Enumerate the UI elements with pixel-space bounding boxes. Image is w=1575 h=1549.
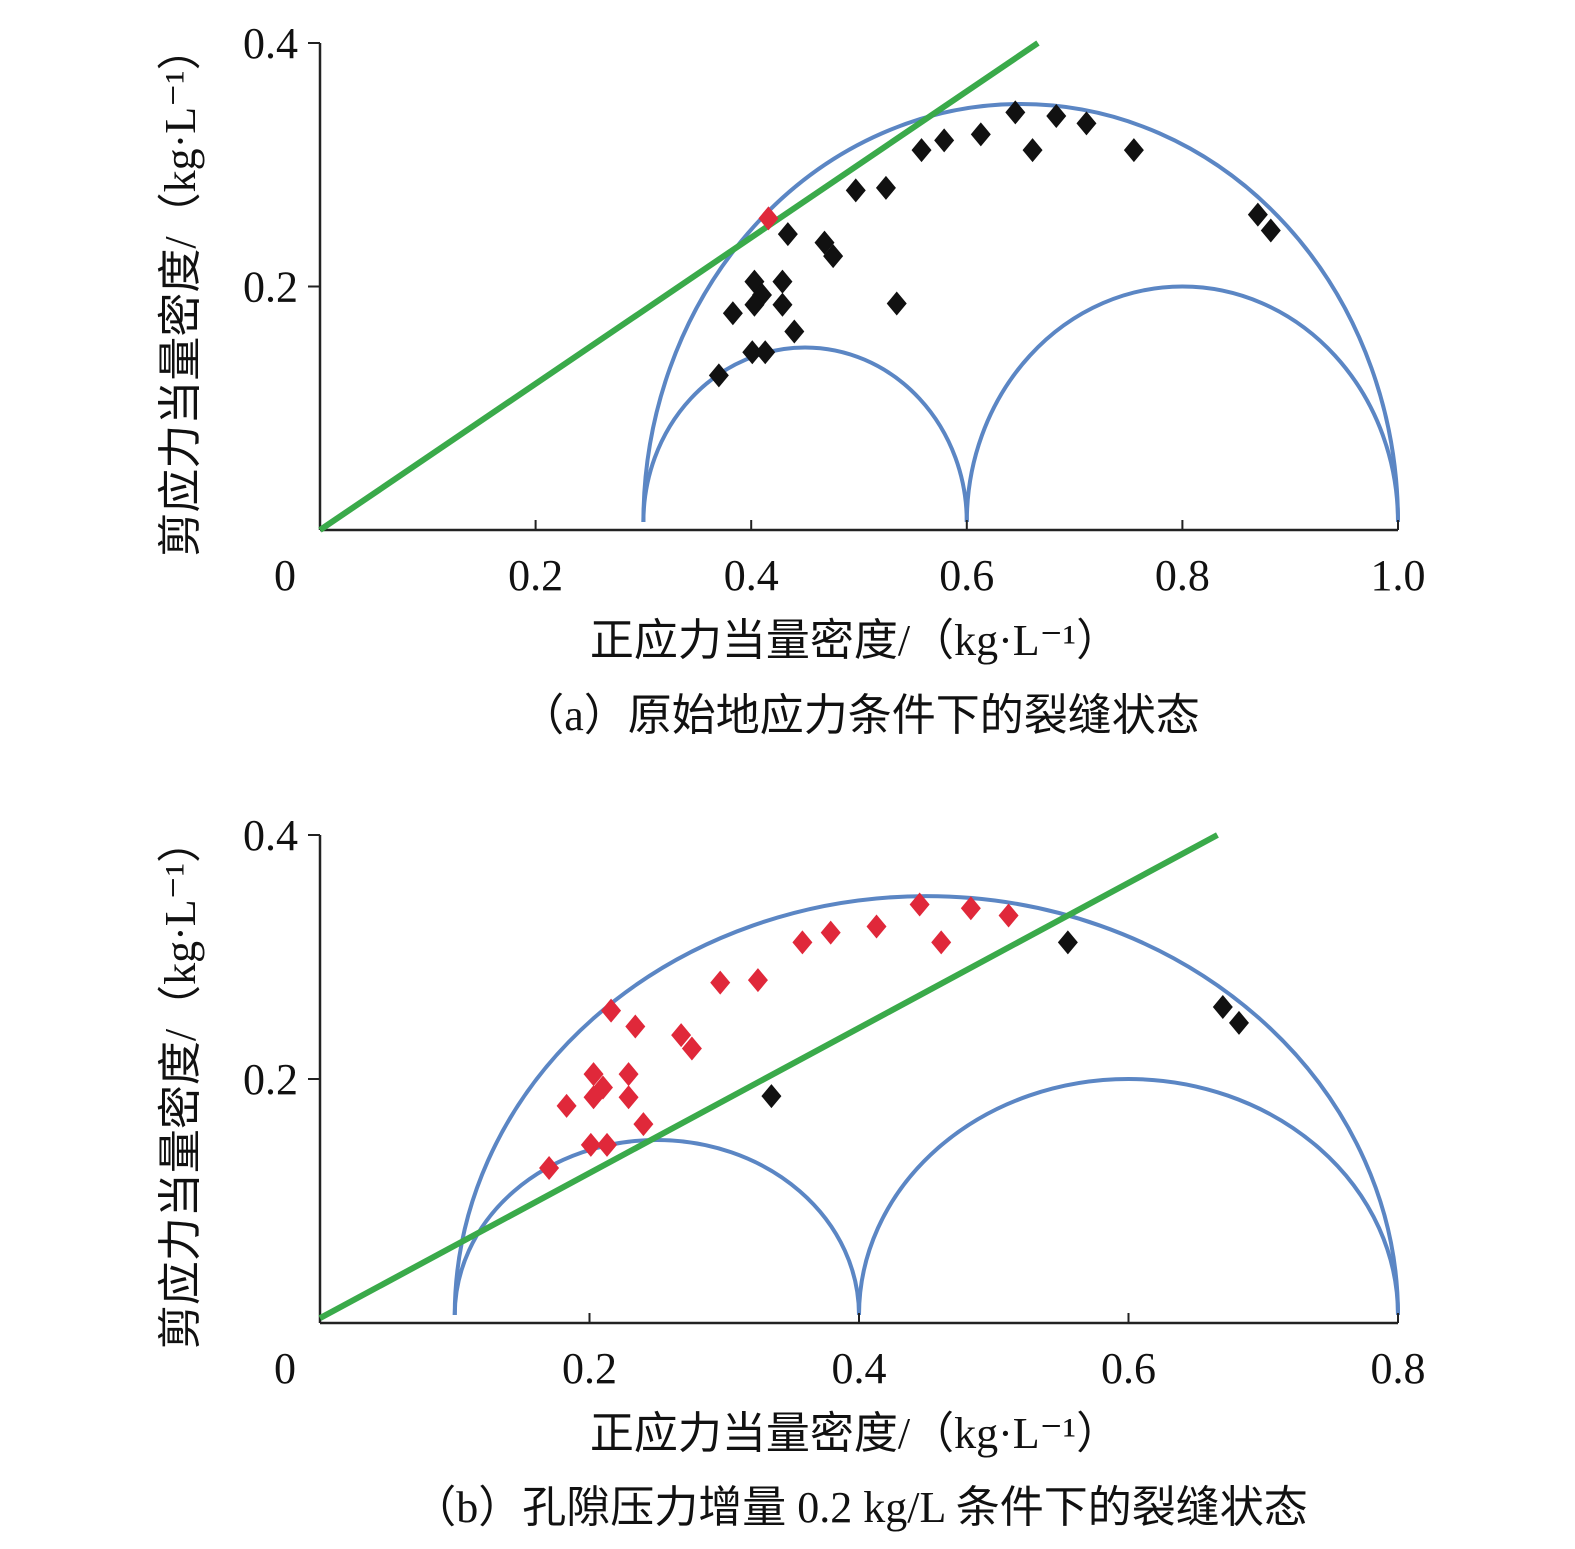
y-tick-label: 0.2	[243, 1055, 298, 1104]
data-point-failed	[998, 903, 1019, 928]
x-tick-label: 0	[274, 1344, 296, 1393]
y-tick-label: 0.2	[243, 263, 298, 312]
chart-panel-a: 0 0.2 0.4 0.6 0.8 1.0 0.2 0.4 剪应力当量密度/（kg·L⁻¹） 正应…	[156, 19, 1426, 740]
data-point-failed	[618, 1085, 639, 1110]
data-point-stable	[934, 128, 955, 153]
data-point-stable	[777, 222, 798, 247]
y-tick-label: 0.4	[243, 19, 298, 68]
data-point-stable	[970, 122, 991, 147]
x-axis-label: 正应力当量密度/（kg·L⁻¹）	[590, 616, 1120, 665]
data-point-failed	[671, 1023, 692, 1048]
data-point-failed	[583, 1085, 604, 1110]
data-point-stable	[755, 340, 776, 365]
data-point-stable	[742, 340, 763, 365]
data-point-failed	[583, 1062, 604, 1087]
data-point-failed	[597, 1132, 618, 1157]
data-point-stable	[772, 269, 793, 294]
data-point-failed	[681, 1036, 702, 1061]
data-point-failed	[601, 998, 622, 1023]
data-point-failed	[625, 1014, 646, 1039]
x-tick-label: 0.4	[832, 1344, 887, 1393]
data-point-stable	[1228, 1010, 1249, 1035]
data-point-stable	[722, 301, 743, 326]
figure-caption: （a）原始地应力条件下的裂缝状态	[520, 691, 1200, 740]
x-tick-label: 0.4	[724, 551, 779, 600]
mohr-circle	[641, 345, 969, 523]
data-point-stable	[886, 291, 907, 316]
data-point-stable	[1046, 104, 1067, 129]
failure-envelope-line	[318, 40, 1040, 533]
data-point-stable	[845, 178, 866, 203]
data-point-stable	[1022, 138, 1043, 163]
data-point-failed	[758, 206, 779, 231]
mohr-circle	[452, 894, 1400, 1316]
x-tick-label: 0.8	[1371, 1344, 1426, 1393]
data-point-failed	[820, 920, 841, 945]
x-tick-label: 0.6	[1101, 1344, 1156, 1393]
mohr-circle	[857, 1077, 1400, 1316]
x-tick-label: 0.2	[562, 1344, 617, 1393]
data-point-failed	[747, 968, 768, 993]
data-point-stable	[1123, 138, 1144, 163]
data-point-failed	[633, 1112, 654, 1137]
data-point-failed	[792, 930, 813, 955]
chart-panel-b: 0 0.2 0.4 0.6 0.8 0.2 0.4 剪应力当量密度/（kg·L⁻¹） 正应力当量…	[156, 811, 1426, 1532]
data-point-stable	[875, 175, 896, 200]
data-point-failed	[909, 892, 930, 917]
x-tick-label: 0.2	[508, 551, 563, 600]
x-tick-label: 1.0	[1371, 551, 1426, 600]
data-point-failed	[960, 896, 981, 921]
x-tick-label: 0.6	[939, 551, 994, 600]
x-tick-label: 0	[274, 551, 296, 600]
data-point-failed	[931, 930, 952, 955]
data-point-stable	[1076, 111, 1097, 136]
y-axis-label: 剪应力当量密度/（kg·L⁻¹）	[156, 26, 205, 556]
data-point-stable	[1057, 930, 1078, 955]
data-point-stable	[708, 363, 729, 388]
data-point-stable	[1212, 995, 1233, 1020]
mohr-circle	[964, 284, 1400, 523]
data-point-stable	[823, 244, 844, 269]
data-point-stable	[784, 319, 805, 344]
data-point-stable	[772, 292, 793, 317]
data-point-failed	[539, 1156, 560, 1181]
failure-envelope-line	[318, 832, 1219, 1321]
data-point-failed	[618, 1062, 639, 1087]
y-tick-label: 0.4	[243, 811, 298, 860]
data-point-stable	[1005, 100, 1026, 125]
data-point-failed	[580, 1132, 601, 1157]
data-point-failed	[556, 1093, 577, 1118]
data-point-stable	[744, 292, 765, 317]
data-point-failed	[866, 914, 887, 939]
y-axis-label: 剪应力当量密度/（kg·L⁻¹）	[156, 819, 205, 1349]
mohr-circle	[452, 1138, 861, 1316]
data-point-stable	[1260, 218, 1281, 243]
data-point-stable	[761, 1084, 782, 1109]
mohr-circle	[641, 101, 1400, 523]
x-axis-label: 正应力当量密度/（kg·L⁻¹）	[590, 1409, 1120, 1458]
figure-caption: （b）孔隙压力增量 0.2 kg/L 条件下的裂缝状态	[412, 1483, 1307, 1532]
data-point-stable	[1247, 202, 1268, 227]
data-point-failed	[710, 970, 731, 995]
x-tick-label: 0.8	[1155, 551, 1210, 600]
data-point-stable	[911, 138, 932, 163]
